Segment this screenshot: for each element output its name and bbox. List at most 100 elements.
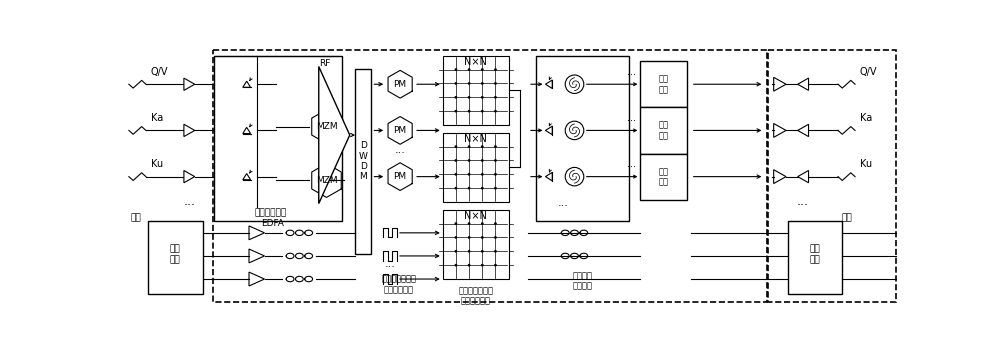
Text: 电耦
合器: 电耦 合器 [659, 75, 669, 94]
Text: PM: PM [394, 126, 407, 135]
Text: ···: ··· [627, 70, 636, 80]
Text: Ku: Ku [860, 159, 872, 169]
Polygon shape [388, 70, 412, 98]
Circle shape [455, 173, 457, 176]
Circle shape [481, 187, 484, 190]
Text: MZM: MZM [316, 176, 337, 185]
Circle shape [455, 68, 457, 71]
Text: MZM: MZM [316, 122, 337, 131]
Polygon shape [312, 110, 341, 143]
Text: 多尺度微波光子
柔性交换模块: 多尺度微波光子 柔性交换模块 [458, 286, 493, 306]
Circle shape [468, 264, 470, 267]
Circle shape [455, 250, 457, 253]
Text: N×N: N×N [464, 57, 487, 67]
Bar [443, 210, 509, 279]
Circle shape [481, 96, 484, 99]
Bar [536, 56, 629, 221]
Text: ···: ··· [395, 149, 406, 158]
Polygon shape [184, 78, 195, 90]
Text: N×N: N×N [464, 211, 487, 221]
Circle shape [481, 159, 484, 162]
Text: Q/V: Q/V [860, 67, 877, 76]
Circle shape [455, 187, 457, 190]
Circle shape [481, 110, 484, 113]
Text: 激光: 激光 [130, 213, 141, 222]
Polygon shape [774, 124, 786, 138]
Circle shape [468, 250, 470, 253]
Text: ···: ··· [627, 162, 636, 172]
Polygon shape [249, 272, 264, 286]
Circle shape [481, 173, 484, 176]
Text: PM: PM [394, 172, 407, 181]
Circle shape [481, 250, 484, 253]
Circle shape [494, 82, 497, 85]
Circle shape [468, 145, 470, 148]
Bar [768, 50, 896, 302]
Bar [355, 69, 371, 254]
Circle shape [455, 236, 457, 239]
Bar [443, 56, 509, 125]
Circle shape [468, 68, 470, 71]
Polygon shape [798, 170, 809, 183]
Circle shape [481, 222, 484, 225]
Polygon shape [774, 77, 786, 91]
Circle shape [481, 145, 484, 148]
Text: 电耦
合器: 电耦 合器 [659, 167, 669, 186]
Text: EDFA: EDFA [261, 219, 284, 228]
Circle shape [468, 159, 470, 162]
Circle shape [481, 68, 484, 71]
Polygon shape [249, 226, 264, 240]
Circle shape [494, 250, 497, 253]
Text: 激光: 激光 [842, 213, 853, 222]
Bar [148, 221, 202, 295]
Text: ···: ··· [183, 199, 195, 213]
Circle shape [494, 222, 497, 225]
Circle shape [455, 96, 457, 99]
Bar [214, 56, 342, 221]
Text: ···: ··· [557, 201, 568, 211]
Bar [640, 61, 687, 107]
Polygon shape [249, 249, 264, 263]
Bar [640, 154, 687, 200]
Circle shape [494, 173, 497, 176]
Bar [443, 133, 509, 202]
Text: PM: PM [394, 80, 407, 89]
Polygon shape [184, 170, 195, 183]
Circle shape [494, 236, 497, 239]
Text: Ka: Ka [860, 113, 872, 123]
Text: 多频宽带
光电阵列: 多频宽带 光电阵列 [572, 271, 592, 290]
Text: ···: ··· [797, 199, 809, 213]
Polygon shape [798, 124, 809, 136]
Text: Ku: Ku [151, 159, 163, 169]
Circle shape [494, 264, 497, 267]
Circle shape [468, 82, 470, 85]
Circle shape [468, 96, 470, 99]
Circle shape [494, 110, 497, 113]
Text: ···: ··· [627, 116, 636, 126]
Circle shape [481, 82, 484, 85]
Circle shape [494, 68, 497, 71]
Text: RF: RF [319, 59, 330, 68]
Circle shape [455, 145, 457, 148]
Polygon shape [798, 78, 809, 90]
Bar [213, 50, 767, 302]
Circle shape [455, 110, 457, 113]
Circle shape [455, 82, 457, 85]
Text: 高通道数密集微
波光子信道化: 高通道数密集微 波光子信道化 [381, 275, 416, 294]
Circle shape [468, 236, 470, 239]
Circle shape [494, 96, 497, 99]
Text: 宽带电光阵列: 宽带电光阵列 [254, 208, 286, 217]
Polygon shape [388, 163, 412, 191]
Text: 光学
天线: 光学 天线 [170, 245, 181, 264]
Circle shape [455, 264, 457, 267]
Circle shape [468, 222, 470, 225]
Circle shape [455, 159, 457, 162]
Circle shape [481, 236, 484, 239]
Text: Q/V: Q/V [151, 67, 168, 76]
Bar [640, 107, 687, 154]
Polygon shape [312, 164, 341, 198]
Text: ···: ··· [385, 262, 395, 273]
Text: N×N: N×N [464, 134, 487, 144]
Circle shape [494, 187, 497, 190]
Circle shape [468, 110, 470, 113]
